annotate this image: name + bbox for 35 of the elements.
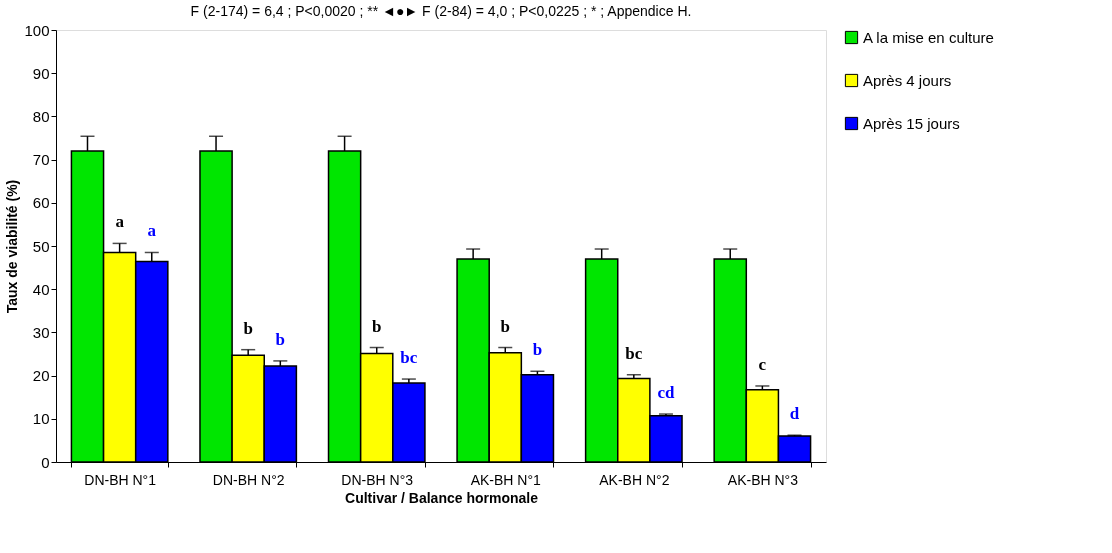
y-tick-label: 50	[32, 237, 50, 255]
data-label: b	[371, 316, 382, 336]
y-tick-label: 90	[32, 64, 50, 82]
data-label: c	[758, 354, 767, 374]
x-axis-title: Cultivar / Balance hormonale	[345, 489, 539, 506]
y-tick-label: 0	[41, 453, 50, 471]
y-tick-label: 60	[32, 194, 50, 212]
y-tick-label: 20	[32, 367, 50, 385]
data-label: b	[275, 329, 286, 349]
data-label: bc	[625, 343, 643, 363]
y-tick-label: 30	[32, 323, 50, 341]
chart-title: F (2-174) = 6,4 ; P<0,0020 ; ** ◄●► F (2-84) = 4,0 ; P<0,0225 ; * ; Appendice H.	[190, 3, 692, 19]
x-tick-label: AK-BH N°3	[727, 471, 799, 488]
data-label: d	[789, 404, 800, 424]
x-tick-label: DN-BH N°2	[212, 471, 285, 488]
data-label: cd	[657, 383, 675, 403]
data-label: b	[243, 318, 253, 338]
x-tick-label: DN-BH N°1	[84, 471, 157, 488]
legend-label: Après 4 jours	[863, 71, 952, 89]
data-label: a	[115, 212, 125, 232]
y-tick-label: 40	[32, 280, 50, 298]
data-label: a	[147, 221, 157, 241]
legend-label: A la mise en culture	[863, 28, 994, 46]
y-axis-title: Taux de viabilité (%)	[4, 179, 21, 314]
y-tick-label: 80	[32, 107, 50, 125]
data-label: b	[500, 316, 511, 336]
data-label: bc	[400, 348, 418, 368]
legend-label: Après 15 jours	[863, 114, 960, 132]
x-tick-label: AK-BH N°2	[599, 471, 670, 488]
x-tick-label: DN-BH N°3	[341, 471, 414, 488]
y-tick-label: 70	[32, 151, 50, 169]
data-label: b	[532, 340, 543, 360]
x-tick-label: AK-BH N°1	[470, 471, 542, 488]
y-tick-label: 100	[24, 21, 50, 39]
y-tick-label: 10	[32, 410, 50, 428]
